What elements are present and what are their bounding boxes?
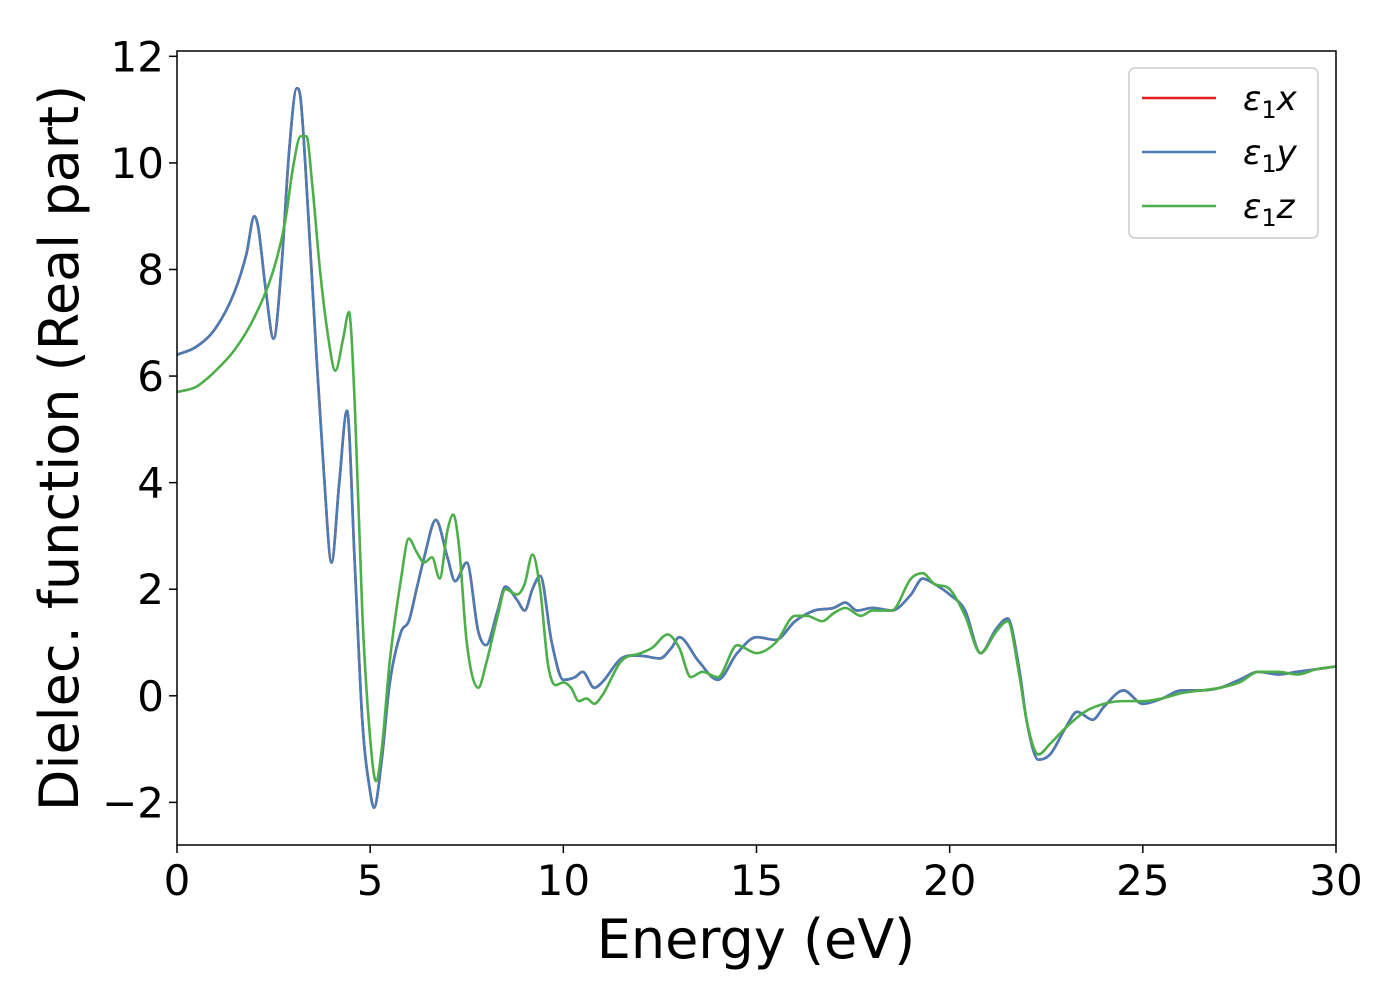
y-tick-label: 0 (137, 672, 164, 721)
plot-lines (177, 86, 1336, 809)
legend-label-z: ε1z (1243, 187, 1296, 232)
x-axis-label: Energy (eV) (597, 908, 916, 971)
y-axis: −2 0 2 4 6 8 10 12 (102, 32, 177, 827)
legend: ε1x ε1y ε1z (1128, 67, 1319, 239)
x-tick-label: 5 (357, 856, 384, 905)
x-tick-label: 0 (164, 856, 191, 905)
y-axis-label: Dielec. function (Real part) (28, 85, 91, 811)
legend-label-y: ε1y (1243, 133, 1298, 178)
y-tick-label: 10 (111, 139, 164, 188)
y-tick-label: 2 (137, 565, 164, 614)
legend-box (1128, 67, 1319, 239)
series-line-y (177, 86, 1336, 809)
y-tick-label: 4 (137, 459, 164, 508)
y-tick-label: 12 (111, 32, 164, 81)
y-tick-label: 6 (137, 352, 164, 401)
series-line-z (177, 134, 1336, 783)
x-tick-label: 15 (730, 856, 783, 905)
x-tick-label: 25 (1116, 856, 1169, 905)
y-tick-label: −2 (102, 778, 164, 827)
legend-label-x: ε1x (1243, 79, 1298, 124)
x-axis: 0 5 10 15 20 25 30 (164, 845, 1363, 905)
x-tick-label: 30 (1309, 856, 1362, 905)
x-tick-label: 10 (537, 856, 590, 905)
x-tick-label: 20 (923, 856, 976, 905)
y-tick-label: 8 (137, 245, 164, 294)
